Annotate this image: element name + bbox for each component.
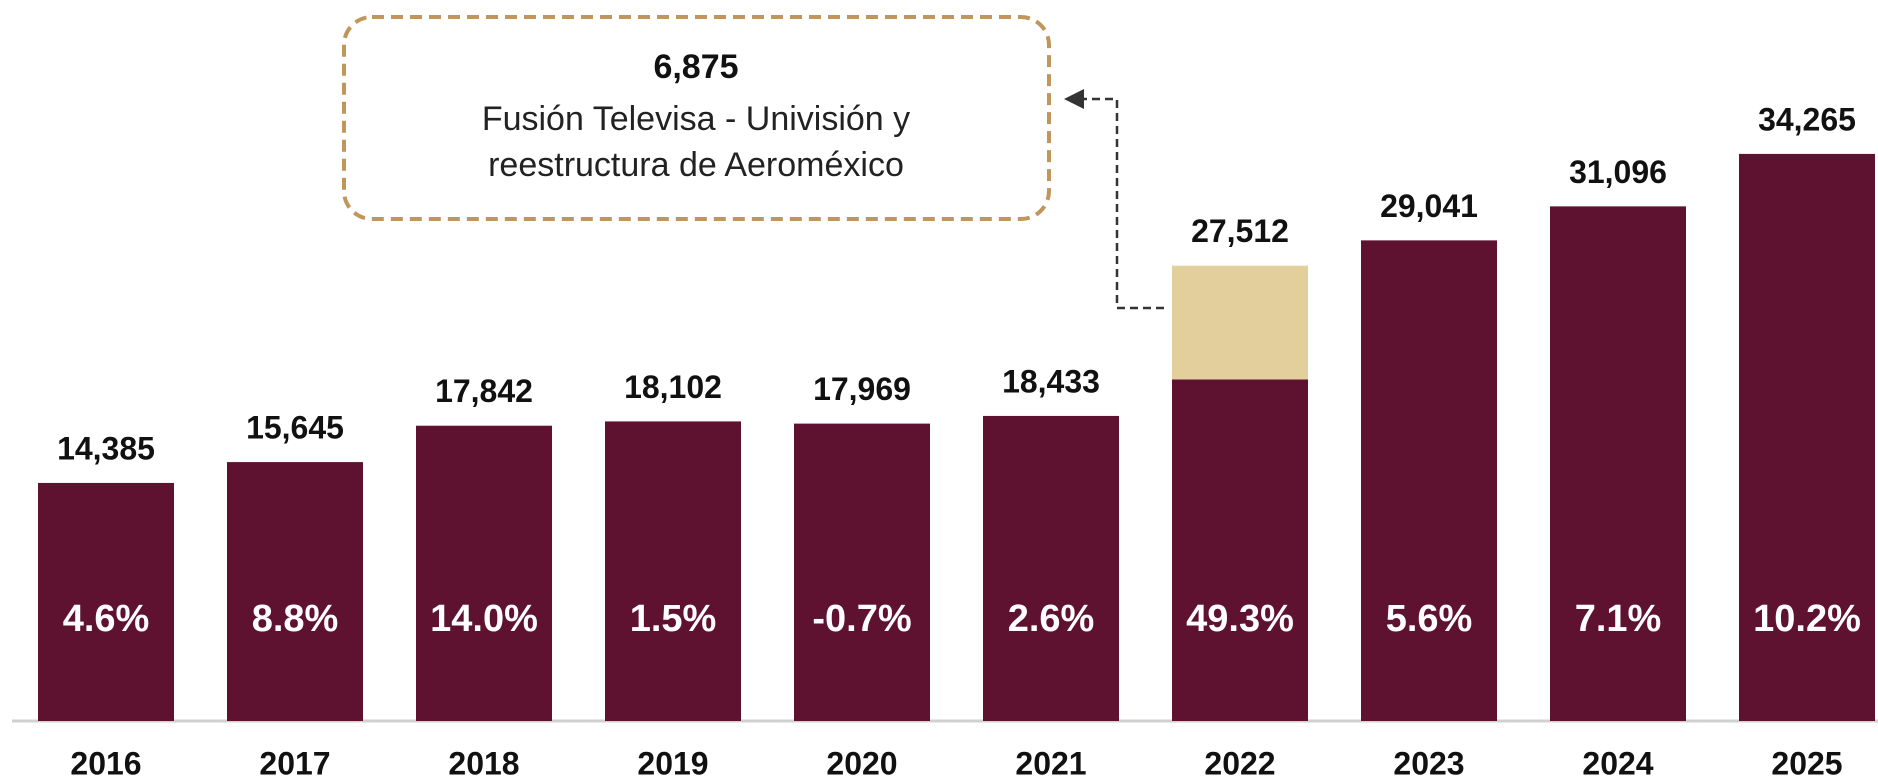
- x-tick-label: 2020: [826, 745, 897, 781]
- x-tick-label: 2021: [1015, 745, 1086, 781]
- growth-label: 10.2%: [1753, 598, 1861, 640]
- x-tick-label: 2018: [448, 745, 519, 781]
- arrow-head: [1064, 89, 1084, 109]
- annotation-text: Fusión Televisa - Univisión y: [482, 100, 910, 138]
- growth-label: 7.1%: [1575, 598, 1662, 640]
- total-label: 17,842: [435, 373, 533, 409]
- bar: [1550, 206, 1686, 721]
- growth-label: 49.3%: [1186, 598, 1294, 640]
- annotation-value: 6,875: [653, 48, 738, 86]
- bar: [38, 482, 174, 721]
- growth-label: 2.6%: [1008, 598, 1095, 640]
- bar: [1172, 379, 1308, 721]
- bar: [794, 423, 930, 721]
- bar: [983, 415, 1119, 721]
- total-label: 14,385: [57, 430, 155, 466]
- annotation-box: [342, 15, 1051, 221]
- bar: [1739, 153, 1875, 721]
- annotation-arrow: [1080, 97, 1164, 310]
- total-label: 18,433: [1002, 363, 1100, 399]
- total-label: 34,265: [1758, 101, 1856, 137]
- x-tick-label: 2016: [70, 745, 141, 781]
- bar: [605, 421, 741, 721]
- x-tick-label: 2017: [259, 745, 330, 781]
- total-label: 29,041: [1380, 188, 1478, 224]
- x-tick-label: 2024: [1582, 745, 1653, 781]
- growth-label: 1.5%: [630, 598, 717, 640]
- annotation-text: reestructura de Aeroméxico: [488, 146, 904, 184]
- total-label: 17,969: [813, 371, 911, 407]
- growth-label: -0.7%: [812, 598, 911, 640]
- total-label: 18,102: [624, 369, 722, 405]
- total-label: 31,096: [1569, 154, 1667, 190]
- growth-label: 4.6%: [63, 598, 150, 640]
- x-tick-label: 2022: [1204, 745, 1275, 781]
- bar: [1172, 265, 1308, 380]
- total-label: 15,645: [246, 410, 344, 446]
- x-tick-label: 2019: [637, 745, 708, 781]
- bar: [416, 425, 552, 721]
- bar: [1361, 240, 1497, 721]
- growth-label: 5.6%: [1386, 598, 1473, 640]
- x-tick-label: 2023: [1393, 745, 1464, 781]
- growth-label: 14.0%: [430, 598, 538, 640]
- x-tick-label: 2025: [1771, 745, 1842, 781]
- bar: [227, 462, 363, 721]
- growth-label: 8.8%: [252, 598, 339, 640]
- total-label: 27,512: [1191, 213, 1289, 249]
